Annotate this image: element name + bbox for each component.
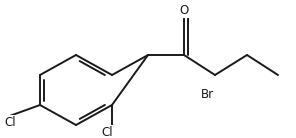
Text: Br: Br [200,88,213,102]
Text: Br: Br [200,88,213,102]
Text: Cl: Cl [101,127,113,138]
Text: O: O [179,3,189,17]
Text: Cl: Cl [4,116,16,129]
